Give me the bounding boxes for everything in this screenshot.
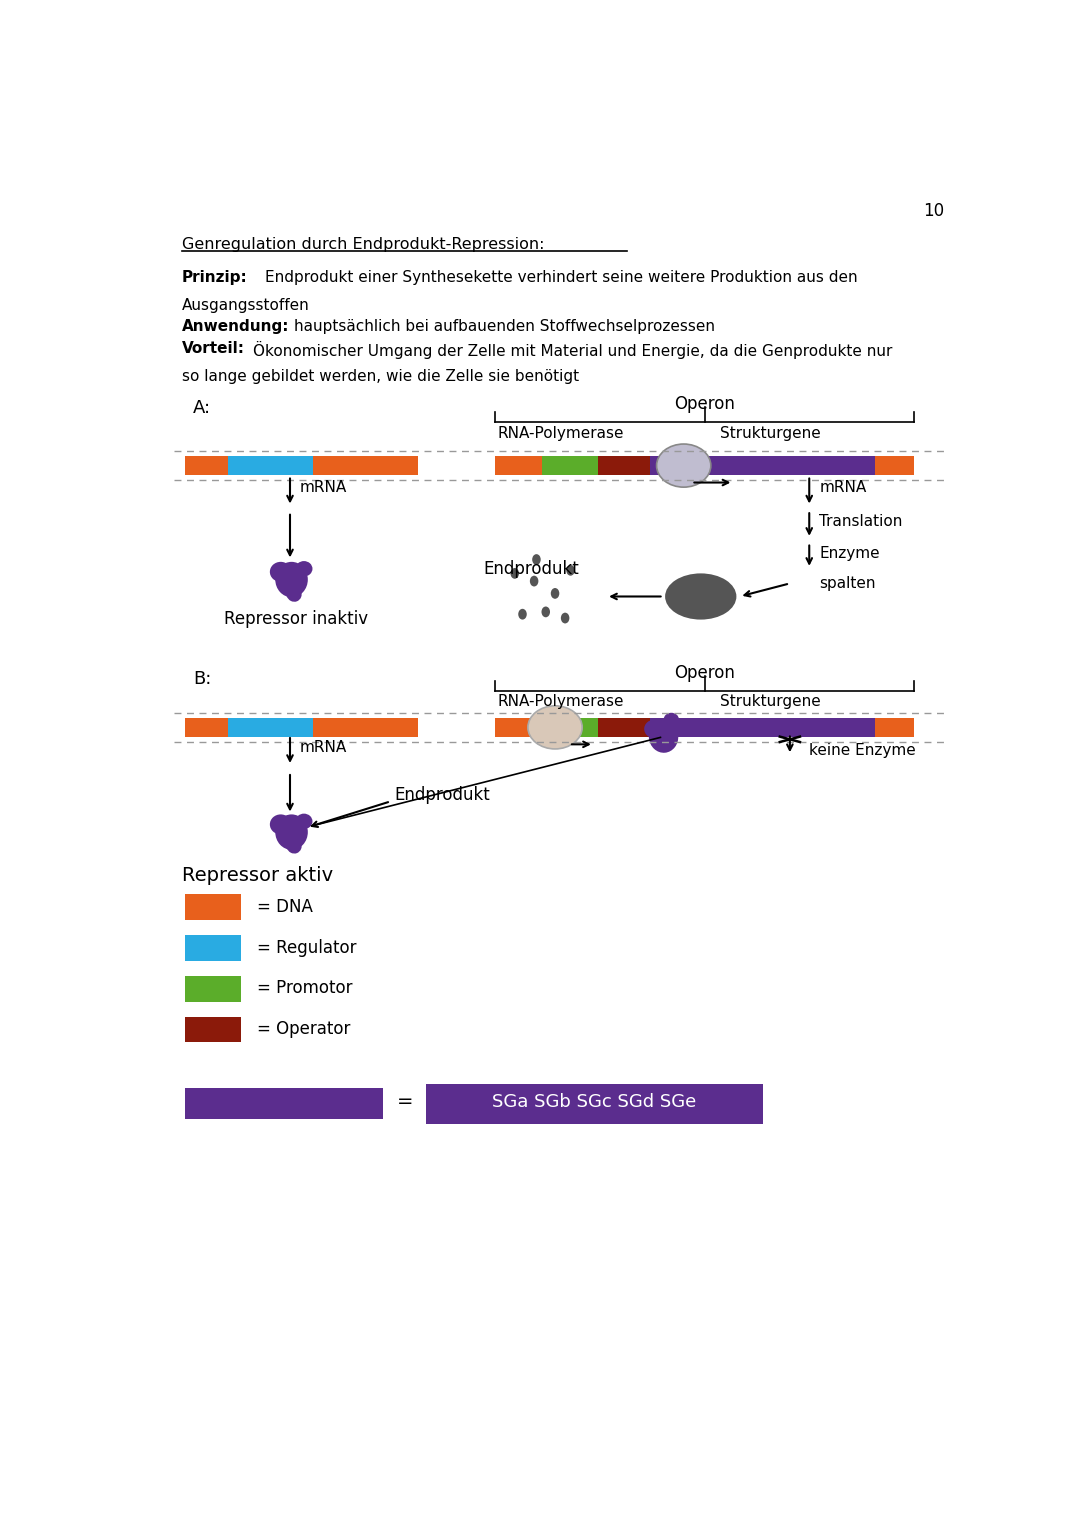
- Bar: [186, 718, 418, 737]
- Ellipse shape: [518, 608, 527, 619]
- Ellipse shape: [270, 814, 292, 834]
- Text: mRNA: mRNA: [300, 480, 348, 494]
- Text: spalten: spalten: [820, 576, 876, 590]
- Ellipse shape: [541, 607, 550, 618]
- Ellipse shape: [657, 444, 711, 486]
- Text: Operon: Operon: [674, 395, 735, 413]
- Ellipse shape: [528, 706, 582, 749]
- Text: hauptsächlich bei aufbauenden Stoffwechselprozessen: hauptsächlich bei aufbauenden Stoffwechs…: [294, 319, 715, 334]
- Bar: [496, 456, 914, 474]
- Text: B:: B:: [193, 671, 212, 688]
- Bar: [186, 1087, 383, 1118]
- Ellipse shape: [270, 561, 292, 583]
- Text: Repressor inaktiv: Repressor inaktiv: [225, 610, 368, 628]
- Text: = Operator: = Operator: [257, 1020, 351, 1039]
- Ellipse shape: [275, 561, 308, 598]
- Text: Ökonomischer Umgang der Zelle mit Material und Energie, da die Genprodukte nur: Ökonomischer Umgang der Zelle mit Materi…: [253, 342, 892, 358]
- Bar: [496, 718, 914, 737]
- Text: SGa SGb SGc SGd SGe: SGa SGb SGc SGd SGe: [492, 1092, 697, 1110]
- Ellipse shape: [296, 561, 312, 576]
- Bar: [186, 895, 241, 920]
- Text: Endprodukt einer Synthesekette verhindert seine weitere Produktion aus den: Endprodukt einer Synthesekette verhinder…: [266, 270, 858, 285]
- Text: Operon: Operon: [674, 665, 735, 682]
- Text: A:: A:: [193, 398, 212, 416]
- Text: keine Enzyme: keine Enzyme: [809, 743, 916, 758]
- Bar: [542, 456, 597, 474]
- Ellipse shape: [286, 837, 301, 854]
- Text: Anwendung:: Anwendung:: [181, 319, 289, 334]
- Ellipse shape: [532, 554, 541, 564]
- Ellipse shape: [649, 720, 678, 753]
- Text: Enzyme: Enzyme: [820, 546, 880, 561]
- Text: Vorteil:: Vorteil:: [181, 342, 244, 355]
- Text: Genregulation durch Endprodukt-Repression:: Genregulation durch Endprodukt-Repressio…: [181, 236, 544, 252]
- Text: = Promotor: = Promotor: [257, 979, 353, 997]
- Ellipse shape: [511, 567, 519, 580]
- Text: Translation: Translation: [820, 514, 903, 529]
- Bar: [542, 718, 597, 737]
- Text: RNA-Polymerase: RNA-Polymerase: [498, 425, 624, 441]
- Bar: [597, 718, 650, 737]
- Text: mRNA: mRNA: [300, 740, 348, 755]
- Text: RNA-Polymerase: RNA-Polymerase: [498, 694, 624, 709]
- Text: Strukturgene: Strukturgene: [720, 425, 821, 441]
- Text: 10: 10: [922, 203, 944, 220]
- Ellipse shape: [663, 712, 679, 726]
- Ellipse shape: [561, 613, 569, 624]
- Text: mRNA: mRNA: [820, 480, 866, 494]
- Bar: [228, 718, 313, 737]
- Bar: [597, 456, 650, 474]
- Text: Strukturgene: Strukturgene: [720, 694, 821, 709]
- Ellipse shape: [566, 564, 575, 576]
- Ellipse shape: [644, 720, 664, 738]
- Text: so lange gebildet werden, wie die Zelle sie benötigt: so lange gebildet werden, wie die Zelle …: [181, 369, 579, 384]
- Text: =: =: [396, 1092, 413, 1112]
- Bar: [650, 718, 875, 737]
- Text: Endprodukt: Endprodukt: [484, 560, 580, 578]
- Bar: [186, 456, 418, 474]
- Text: Ausgangsstoffen: Ausgangsstoffen: [181, 297, 309, 313]
- Ellipse shape: [551, 589, 559, 599]
- Ellipse shape: [275, 814, 308, 849]
- Bar: [228, 456, 313, 474]
- Ellipse shape: [296, 814, 312, 830]
- Text: Repressor aktiv: Repressor aktiv: [181, 866, 333, 884]
- Text: Prinzip:: Prinzip:: [181, 270, 247, 285]
- Text: = Regulator: = Regulator: [257, 938, 357, 956]
- Text: Endprodukt: Endprodukt: [394, 787, 490, 804]
- Bar: [186, 935, 241, 961]
- Ellipse shape: [665, 573, 737, 619]
- Bar: [186, 1017, 241, 1042]
- Bar: [650, 456, 875, 474]
- Bar: [186, 976, 241, 1002]
- Ellipse shape: [286, 586, 301, 602]
- Text: = DNA: = DNA: [257, 898, 313, 917]
- FancyBboxPatch shape: [427, 1084, 762, 1124]
- Ellipse shape: [530, 576, 539, 587]
